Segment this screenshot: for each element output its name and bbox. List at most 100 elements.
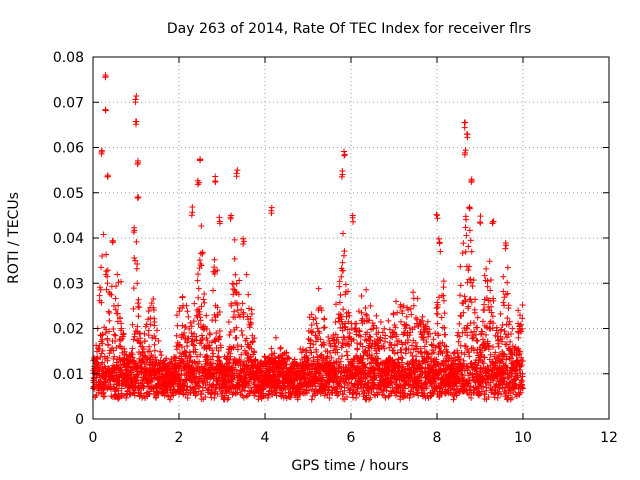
- data-point: [227, 328, 234, 335]
- data-point: [104, 173, 111, 180]
- data-point: [167, 396, 174, 403]
- data-point: [272, 334, 279, 341]
- data-point: [410, 302, 417, 309]
- data-point: [120, 331, 127, 338]
- data-point: [99, 340, 106, 347]
- data-point: [195, 271, 202, 278]
- data-point: [466, 227, 473, 234]
- data-point: [99, 359, 106, 366]
- data-point: [468, 248, 475, 255]
- data-point: [363, 286, 370, 293]
- data-point: [170, 392, 177, 399]
- data-point: [132, 257, 139, 264]
- y-tick-label: 0.01: [53, 367, 84, 383]
- data-point: [465, 243, 472, 250]
- data-point: [240, 240, 247, 247]
- chart-title: Day 263 of 2014, Rate Of TEC Index for r…: [167, 21, 531, 37]
- data-point: [358, 293, 365, 300]
- data-point: [320, 324, 327, 331]
- data-point: [235, 384, 242, 391]
- data-point: [239, 332, 246, 339]
- data-point: [243, 335, 250, 342]
- data-point: [321, 324, 328, 331]
- data-point: [173, 312, 180, 319]
- data-point: [385, 317, 392, 324]
- data-point: [140, 383, 147, 390]
- data-point: [210, 287, 217, 294]
- data-point: [240, 394, 247, 401]
- data-point: [145, 308, 152, 315]
- data-point: [116, 342, 123, 349]
- data-point: [481, 272, 488, 279]
- data-point: [373, 312, 380, 319]
- data-point: [230, 344, 237, 351]
- data-point: [225, 319, 232, 326]
- data-point: [308, 349, 315, 356]
- data-point: [212, 177, 219, 184]
- data-point: [125, 364, 132, 371]
- data-point: [488, 277, 495, 284]
- data-point: [177, 349, 184, 356]
- data-point: [110, 326, 117, 333]
- data-point: [303, 347, 310, 354]
- data-point: [239, 300, 246, 307]
- data-point: [195, 294, 202, 301]
- data-point: [113, 283, 120, 290]
- data-point: [195, 285, 202, 292]
- data-point: [134, 337, 141, 344]
- data-point: [505, 302, 512, 309]
- data-point: [433, 211, 440, 218]
- data-point: [308, 321, 315, 328]
- x-tick-label: 6: [347, 430, 356, 446]
- data-point: [262, 354, 269, 361]
- data-point: [189, 203, 196, 210]
- data-point: [232, 314, 239, 321]
- data-point: [96, 292, 103, 299]
- data-point: [99, 347, 106, 354]
- data-point: [313, 320, 320, 327]
- data-point: [494, 394, 501, 401]
- data-point: [133, 238, 140, 245]
- data-point: [430, 336, 437, 343]
- data-point: [462, 147, 469, 154]
- data-point: [97, 332, 104, 339]
- data-point: [272, 389, 279, 396]
- data-point: [96, 284, 103, 291]
- y-tick-label: 0.03: [53, 276, 84, 292]
- data-point: [123, 394, 130, 401]
- data-point: [500, 299, 507, 306]
- data-point: [226, 331, 233, 338]
- data-point: [414, 295, 421, 302]
- data-point: [264, 394, 271, 401]
- data-point: [98, 350, 105, 357]
- data-point: [216, 333, 223, 340]
- data-point: [153, 385, 160, 392]
- data-point: [308, 311, 315, 318]
- data-point: [118, 320, 125, 327]
- data-point: [184, 308, 191, 315]
- data-point: [100, 389, 107, 396]
- data-point: [440, 292, 447, 299]
- data-point: [249, 338, 256, 345]
- data-point: [140, 346, 147, 353]
- data-point: [150, 296, 157, 303]
- data-point: [145, 332, 152, 339]
- data-point: [103, 251, 110, 258]
- data-point: [231, 308, 238, 315]
- data-point: [215, 347, 222, 354]
- data-point: [112, 338, 119, 345]
- data-point: [340, 306, 347, 313]
- data-point: [118, 325, 125, 332]
- data-point: [104, 384, 111, 391]
- x-tick-label: 4: [261, 430, 270, 446]
- data-point: [105, 342, 112, 349]
- data-point: [110, 347, 117, 354]
- data-point: [326, 383, 333, 390]
- data-point: [197, 351, 204, 358]
- data-point: [176, 308, 183, 315]
- data-point: [324, 353, 331, 360]
- data-point: [111, 331, 118, 338]
- data-point: [234, 346, 241, 353]
- data-point: [189, 209, 196, 216]
- data-point: [136, 304, 143, 311]
